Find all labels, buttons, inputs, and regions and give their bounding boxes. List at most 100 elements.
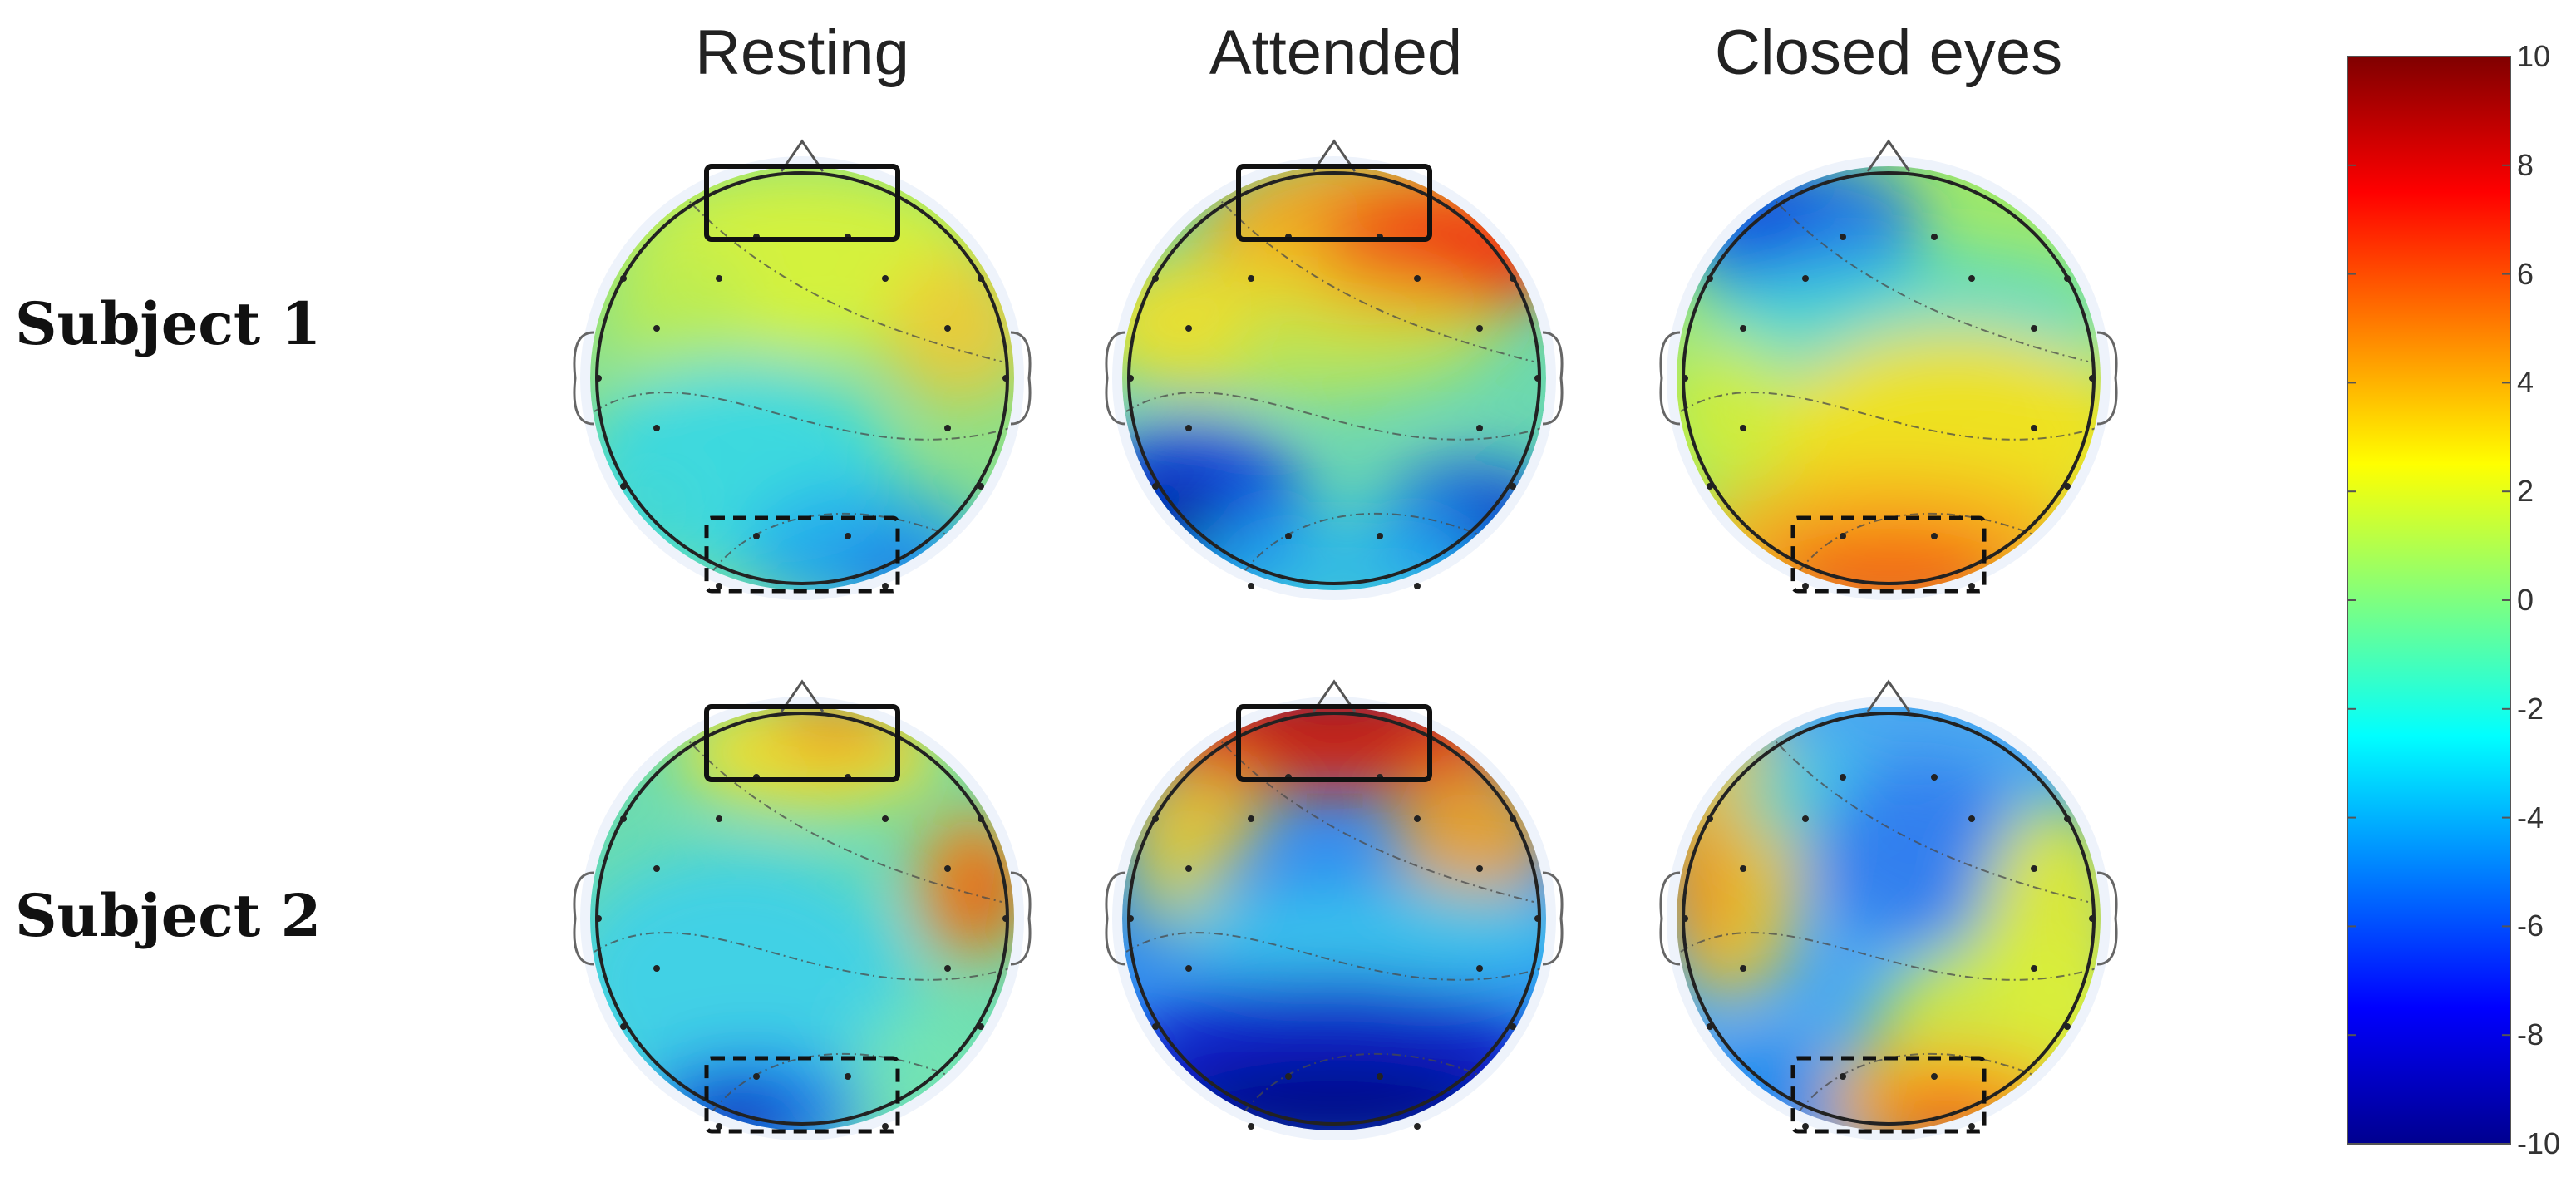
contour-line bbox=[1234, 1052, 1501, 1127]
occipital-roi-box bbox=[1790, 1056, 1987, 1134]
potential-region bbox=[1168, 1060, 1500, 1130]
contour-line bbox=[668, 718, 1002, 903]
column-title-resting: Resting bbox=[695, 17, 909, 88]
topomap-subject-2-closed-eyes bbox=[1659, 679, 2118, 1140]
row-label-subject-2: Subject 2 bbox=[15, 881, 322, 950]
electrode-dot bbox=[1414, 1123, 1421, 1130]
electrode-dot bbox=[1377, 533, 1383, 539]
electrode-dot bbox=[1152, 815, 1159, 822]
electrode-dot bbox=[1127, 375, 1134, 382]
electrode-dot bbox=[1840, 234, 1846, 240]
electrode-dot bbox=[2031, 425, 2037, 431]
colorbar-tick-label: 8 bbox=[2517, 147, 2534, 182]
electrode-dot bbox=[978, 815, 984, 822]
electrode-dot bbox=[1682, 915, 1688, 922]
electrode-dot bbox=[2031, 325, 2037, 332]
electrode-dot bbox=[1707, 275, 1713, 282]
electrode-dot bbox=[1248, 583, 1254, 589]
electrode-dot bbox=[1476, 865, 1483, 872]
occipital-roi-box bbox=[1790, 515, 1987, 594]
contour-line bbox=[1125, 932, 1543, 981]
electrode-dot bbox=[2064, 1023, 2071, 1030]
electrode-dot bbox=[1152, 1023, 1159, 1030]
occipital-roi-box bbox=[704, 1056, 900, 1134]
electrode-dot bbox=[1740, 425, 1746, 431]
electrode-dot bbox=[1840, 533, 1846, 539]
right-ear bbox=[1010, 331, 1032, 426]
contour-line bbox=[1755, 718, 2089, 903]
electrode-dot bbox=[1931, 1073, 1938, 1080]
contour-line bbox=[1680, 932, 2097, 981]
potential-region bbox=[1168, 885, 1546, 985]
electrode-dot bbox=[944, 425, 951, 431]
potential-region bbox=[590, 852, 910, 1118]
electrode-dot bbox=[1476, 425, 1483, 431]
electrode-dot bbox=[1185, 325, 1192, 332]
electrode-dot bbox=[620, 275, 627, 282]
topomap-subject-1-resting bbox=[573, 139, 1032, 600]
electrode-dot bbox=[978, 275, 984, 282]
contour-line bbox=[1200, 718, 1534, 903]
electrode-dot bbox=[595, 915, 602, 922]
contour-line bbox=[702, 512, 969, 587]
electrode-dot bbox=[653, 865, 660, 872]
electrode-dot bbox=[1968, 275, 1975, 282]
electrode-dot bbox=[620, 483, 627, 490]
occipital-roi-box bbox=[704, 515, 900, 594]
electrode-dot bbox=[1740, 865, 1746, 872]
electrode-dot bbox=[1185, 425, 1192, 431]
electrode-dot bbox=[2031, 865, 2037, 872]
electrode-dot bbox=[978, 1023, 984, 1030]
electrode-dot bbox=[716, 275, 722, 282]
nose bbox=[780, 679, 825, 712]
frontal-roi-box bbox=[704, 704, 900, 782]
electrode-dot bbox=[1840, 1073, 1846, 1080]
electrode-dot bbox=[2089, 915, 2096, 922]
potential-region bbox=[1764, 528, 2013, 590]
electrode-dot bbox=[1476, 325, 1483, 332]
contour-line bbox=[1788, 1052, 2056, 1127]
electrode-dot bbox=[1510, 483, 1516, 490]
nose bbox=[1312, 679, 1357, 712]
electrode-dot bbox=[944, 325, 951, 332]
left-ear bbox=[1105, 871, 1126, 966]
electrode-dot bbox=[845, 1073, 851, 1080]
electrode-dot bbox=[653, 965, 660, 972]
electrode-dot bbox=[882, 275, 889, 282]
electrode-dot bbox=[1968, 815, 1975, 822]
right-ear bbox=[1542, 331, 1564, 426]
electrode-dot bbox=[2064, 275, 2071, 282]
electrode-dot bbox=[944, 965, 951, 972]
electrode-dot bbox=[2031, 965, 2037, 972]
colorbar-tick-label: 2 bbox=[2517, 474, 2534, 509]
colorbar-tick-label: 0 bbox=[2517, 583, 2534, 617]
electrode-dot bbox=[1707, 1023, 1713, 1030]
colorbar-tick-label: -10 bbox=[2517, 1126, 2561, 1160]
electrode-dot bbox=[845, 533, 851, 539]
potential-region bbox=[603, 237, 752, 387]
nose bbox=[1312, 139, 1357, 172]
nose bbox=[1866, 139, 1911, 172]
electrode-dot bbox=[1248, 275, 1254, 282]
electrode-dot bbox=[620, 1023, 627, 1030]
contour-line bbox=[668, 178, 1002, 362]
electrode-dot bbox=[1802, 275, 1809, 282]
electrode-dot bbox=[1377, 1073, 1383, 1080]
left-ear bbox=[573, 331, 594, 426]
electrode-dot bbox=[595, 375, 602, 382]
electrode-dot bbox=[1931, 234, 1938, 240]
electrode-dot bbox=[1414, 583, 1421, 589]
electrode-dot bbox=[1534, 915, 1541, 922]
right-ear bbox=[2096, 331, 2118, 426]
right-ear bbox=[1542, 871, 1564, 966]
electrode-dot bbox=[1840, 774, 1846, 781]
electrode-dot bbox=[1152, 483, 1159, 490]
nose bbox=[780, 139, 825, 172]
electrode-dot bbox=[1740, 965, 1746, 972]
electrode-dot bbox=[1152, 275, 1159, 282]
electrode-dot bbox=[2089, 375, 2096, 382]
electrode-dot bbox=[1248, 1123, 1254, 1130]
electrode-dot bbox=[753, 1073, 760, 1080]
electrode-dot bbox=[1931, 774, 1938, 781]
electrode-dot bbox=[2064, 815, 2071, 822]
